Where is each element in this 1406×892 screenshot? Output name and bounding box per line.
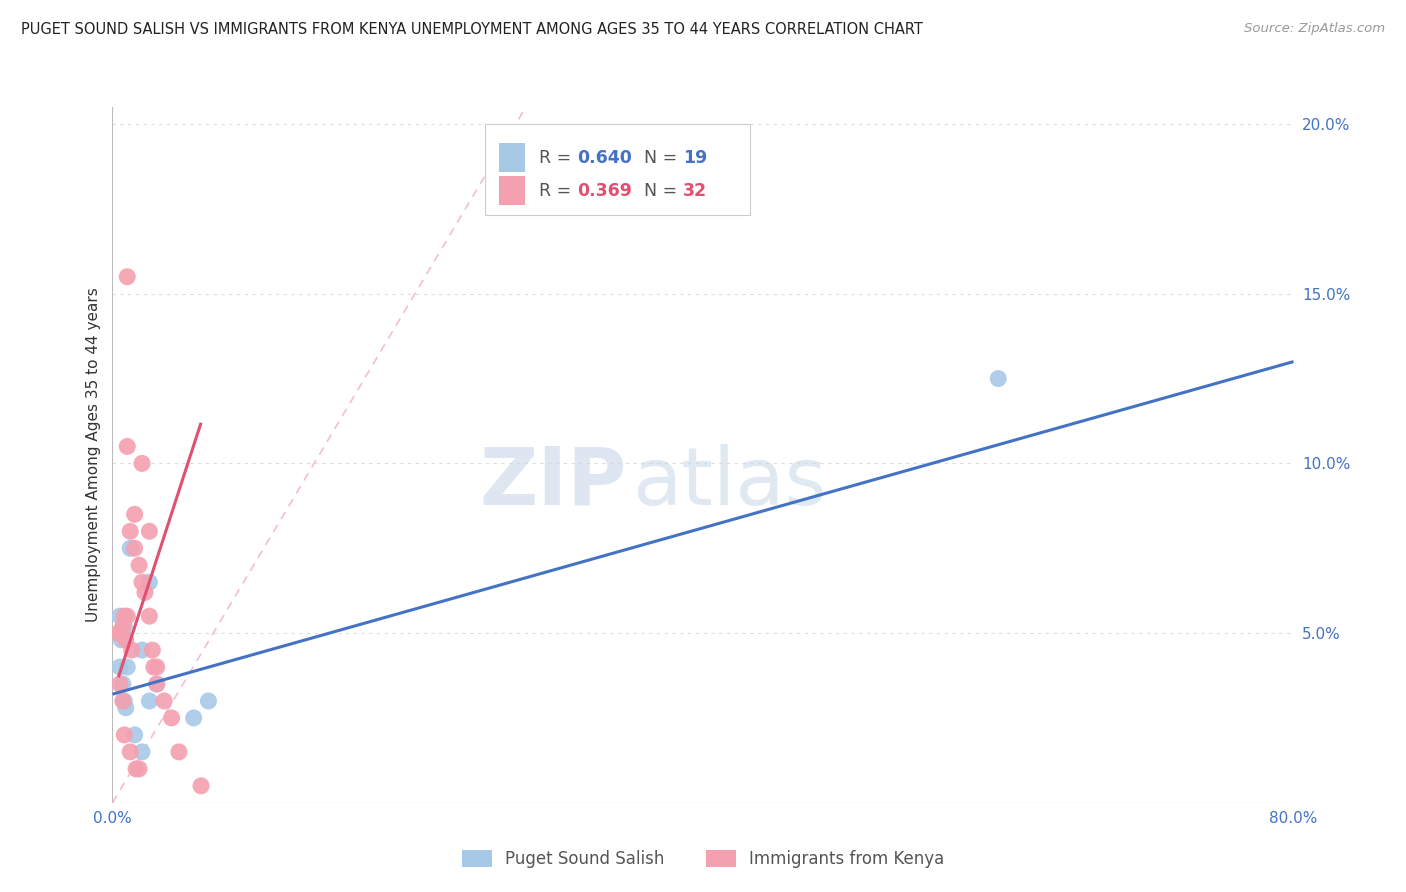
Legend: Puget Sound Salish, Immigrants from Kenya: Puget Sound Salish, Immigrants from Keny… <box>456 843 950 875</box>
Y-axis label: Unemployment Among Ages 35 to 44 years: Unemployment Among Ages 35 to 44 years <box>86 287 101 623</box>
Text: 0.640: 0.640 <box>576 149 631 167</box>
Text: N =: N = <box>633 182 683 200</box>
FancyBboxPatch shape <box>499 176 524 205</box>
Point <box>108 660 131 674</box>
FancyBboxPatch shape <box>499 144 524 172</box>
Point <box>190 779 212 793</box>
Text: 0.369: 0.369 <box>576 182 631 200</box>
Text: PUGET SOUND SALISH VS IMMIGRANTS FROM KENYA UNEMPLOYMENT AMONG AGES 35 TO 44 YEA: PUGET SOUND SALISH VS IMMIGRANTS FROM KE… <box>21 22 922 37</box>
Text: N =: N = <box>633 149 683 167</box>
Point <box>131 643 153 657</box>
Point <box>141 643 163 657</box>
Point <box>124 541 146 556</box>
Point <box>107 626 129 640</box>
Point <box>131 457 153 471</box>
Text: R =: R = <box>538 182 576 200</box>
Point <box>110 626 132 640</box>
Point <box>125 762 148 776</box>
Point <box>183 711 205 725</box>
Point <box>160 711 183 725</box>
Text: Source: ZipAtlas.com: Source: ZipAtlas.com <box>1244 22 1385 36</box>
Point <box>120 745 142 759</box>
Point <box>153 694 176 708</box>
Point <box>128 762 150 776</box>
Point <box>114 700 136 714</box>
Point <box>138 694 160 708</box>
Text: R =: R = <box>538 149 576 167</box>
Point <box>120 524 142 539</box>
Point <box>117 660 138 674</box>
Point <box>124 728 146 742</box>
Point <box>121 643 143 657</box>
FancyBboxPatch shape <box>485 124 751 215</box>
Point <box>134 585 156 599</box>
Point <box>142 660 165 674</box>
Text: atlas: atlas <box>633 443 827 522</box>
Point <box>111 677 134 691</box>
Point <box>117 269 138 284</box>
Point <box>110 632 132 647</box>
Point <box>112 728 135 742</box>
Point <box>120 541 142 556</box>
Point <box>108 609 131 624</box>
Point <box>131 575 153 590</box>
Point <box>146 660 169 674</box>
Point <box>146 677 169 691</box>
Text: 32: 32 <box>683 182 707 200</box>
Text: 19: 19 <box>683 149 707 167</box>
Point <box>987 371 1010 385</box>
Point <box>124 508 146 522</box>
Text: ZIP: ZIP <box>479 443 626 522</box>
Point <box>138 524 160 539</box>
Point <box>167 745 190 759</box>
Point <box>197 694 219 708</box>
Point <box>146 677 169 691</box>
Point <box>128 558 150 573</box>
Point <box>117 439 138 453</box>
Point <box>111 619 134 633</box>
Point <box>114 632 136 647</box>
Point <box>108 677 131 691</box>
Point <box>138 609 160 624</box>
Point <box>117 609 138 624</box>
Point <box>111 694 134 708</box>
Point <box>112 619 135 633</box>
Point <box>111 626 134 640</box>
Point <box>131 745 153 759</box>
Point <box>138 575 160 590</box>
Point <box>112 609 135 624</box>
Point <box>112 694 135 708</box>
